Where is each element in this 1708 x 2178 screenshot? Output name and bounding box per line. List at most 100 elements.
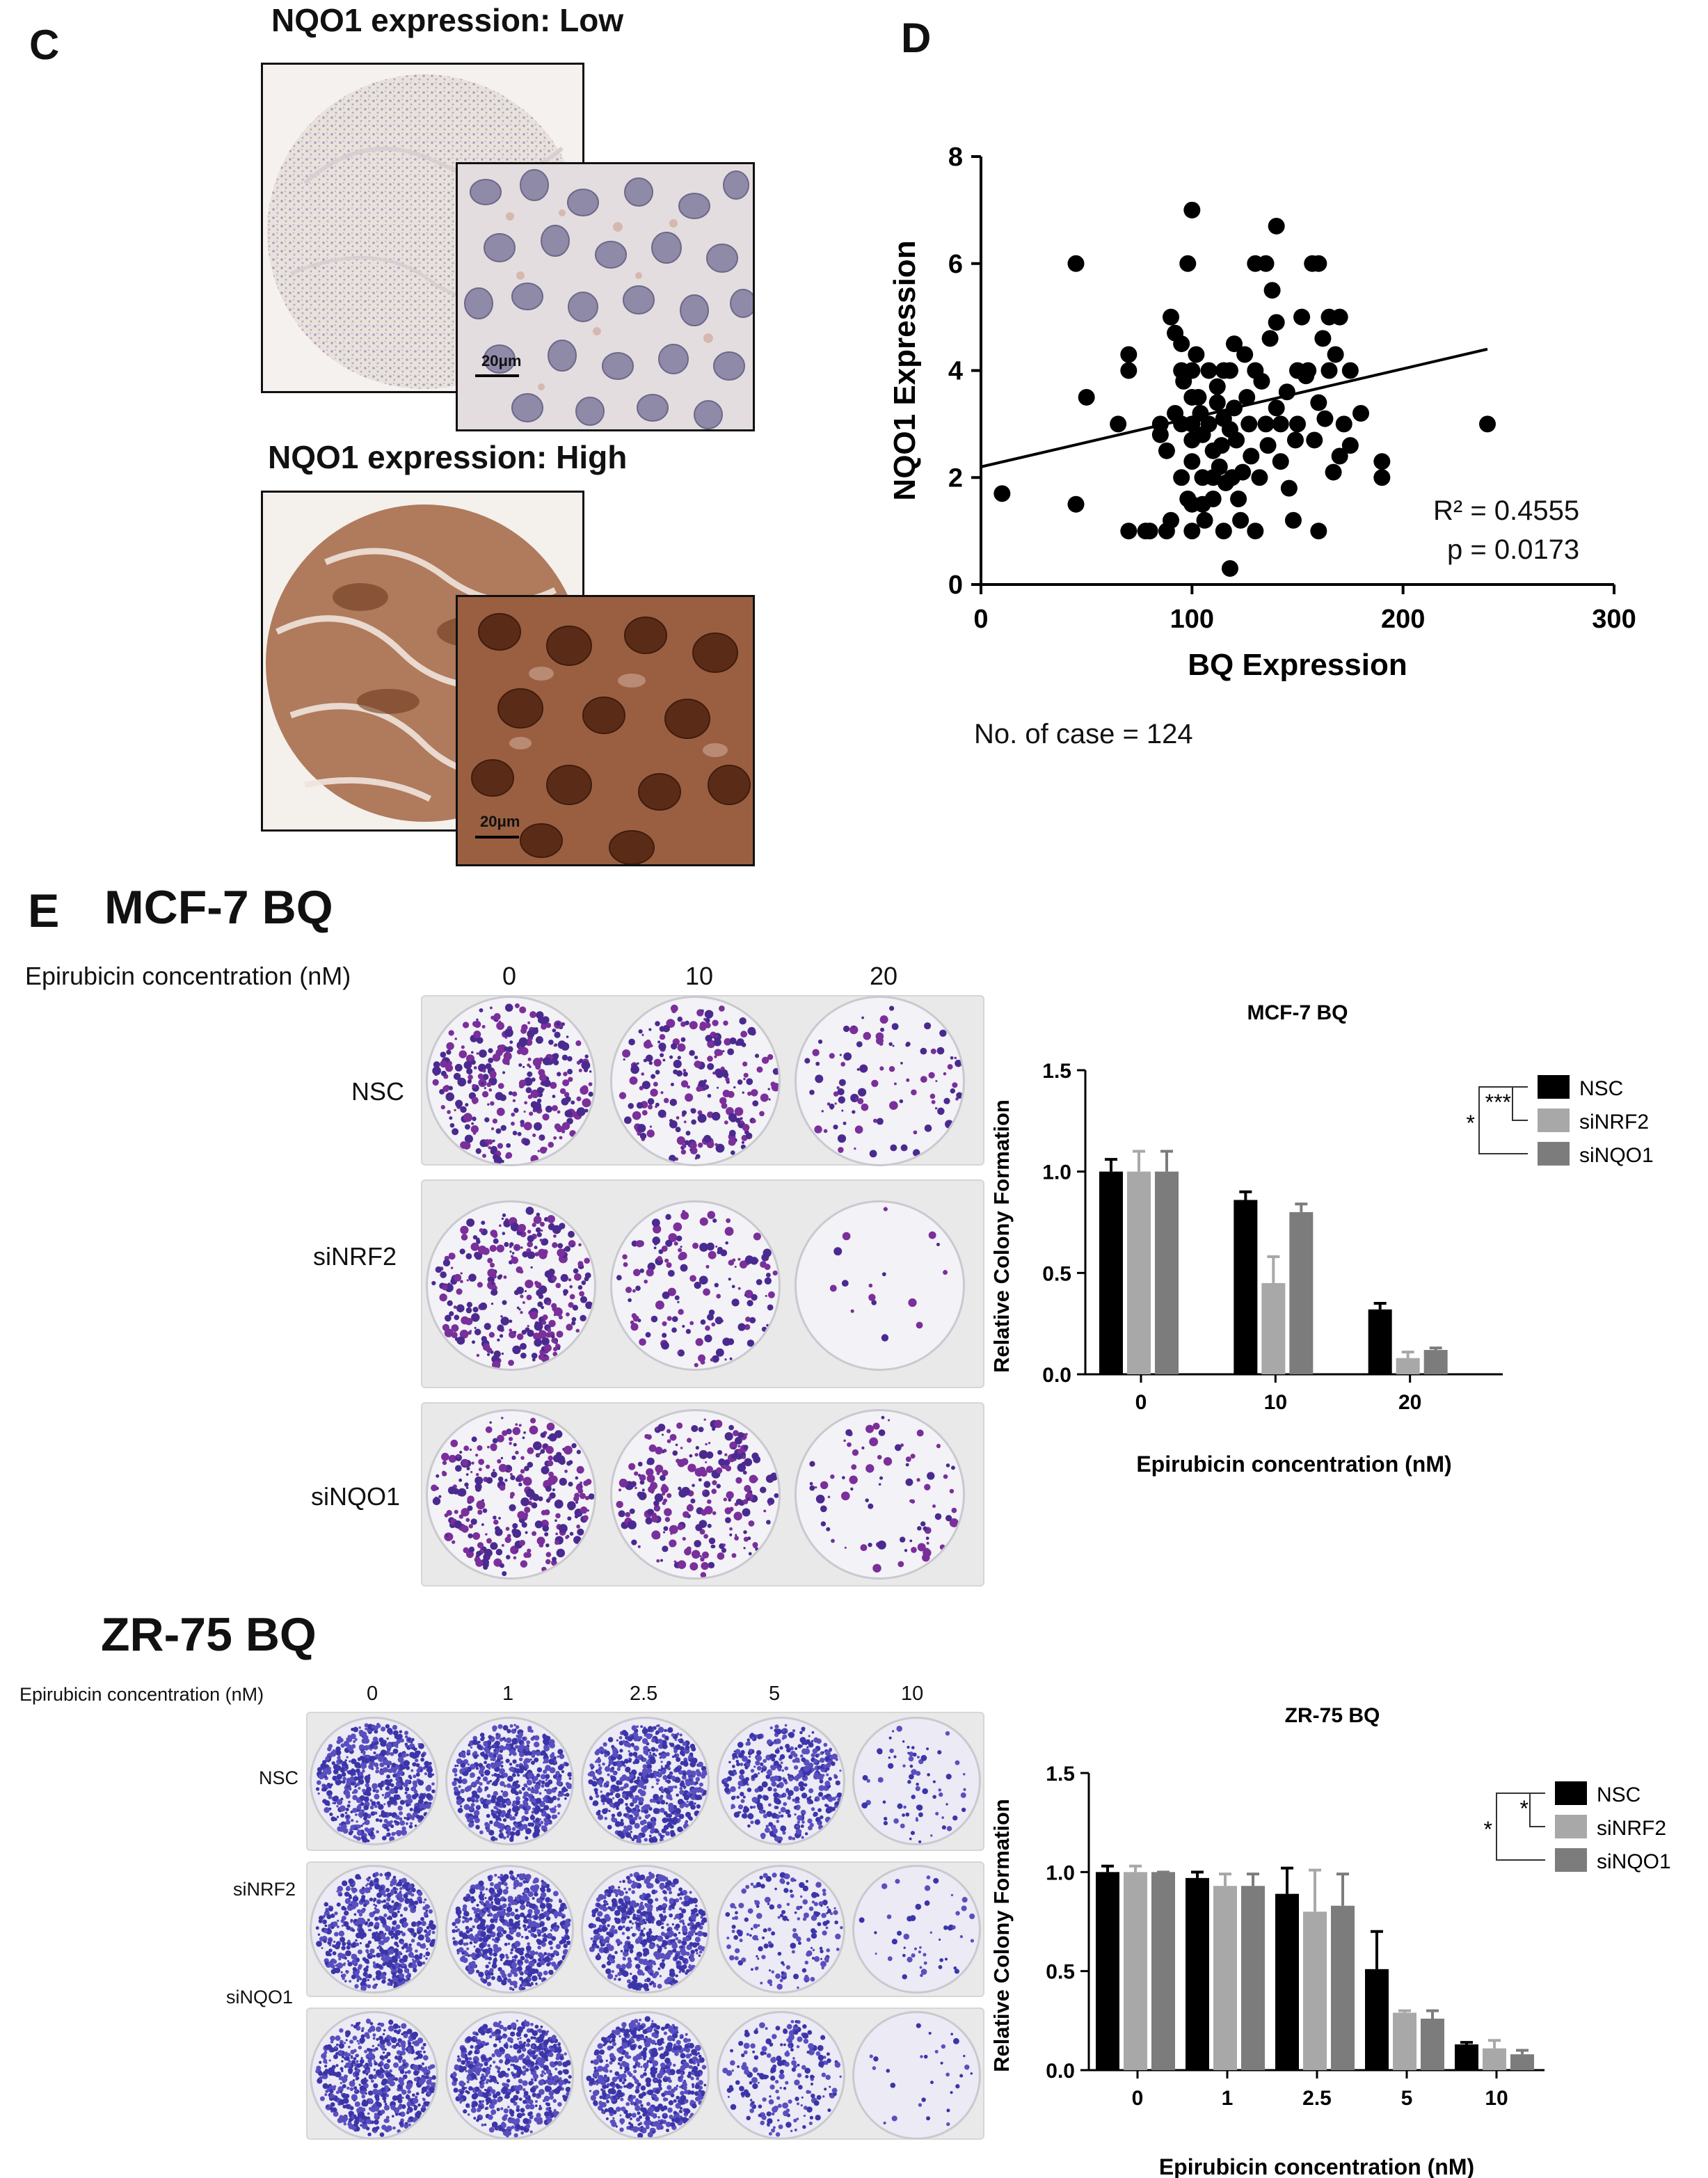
zr75-conc-5: 5 <box>769 1683 781 1705</box>
zr75-colony-well <box>717 1717 845 1845</box>
zr75-colony-well <box>445 1865 574 1994</box>
mcf7-x-tick-label: 20 <box>1398 1391 1421 1414</box>
scatter-point <box>1167 405 1184 422</box>
scatter-y-tick-label: 4 <box>948 357 963 386</box>
mcf7-sig-inner: *** <box>1485 1090 1511 1115</box>
zr75-row-sinqo1: siNQO1 <box>226 1987 294 2008</box>
zr75-bar <box>1331 1905 1355 2070</box>
zr75-bar <box>1421 2018 1444 2070</box>
mcf7-legend-swatch <box>1538 1108 1570 1132</box>
scatter-plot: 0 100 200 300 0 2 4 6 8 BQ Expression NQO1 Express… <box>888 143 1636 682</box>
mcf7-bar <box>1423 1350 1448 1374</box>
scatter-point <box>1217 474 1234 491</box>
case-count-label: No. of case = 124 <box>974 719 1193 749</box>
zr75-colony-well <box>445 2011 574 2140</box>
scatter-point <box>1238 388 1256 406</box>
scatter-point <box>1272 453 1289 470</box>
zr75-bar <box>1275 1893 1299 2070</box>
scatter-point <box>1208 394 1226 411</box>
scatter-point <box>1211 458 1228 475</box>
zr75-row-nsc: NSC <box>259 1767 299 1788</box>
scale-bar-label-high: 20μm <box>480 813 520 830</box>
panel-letter-c: C <box>29 22 60 68</box>
mcf7-y-tick-label: 0.5 <box>1042 1262 1071 1285</box>
zr75-bar <box>1213 1886 1237 2070</box>
scatter-point <box>1173 469 1190 486</box>
zr75-chart-title: ZR-75 BQ <box>1285 1704 1380 1727</box>
zr75-conc-2-5: 2.5 <box>630 1683 658 1705</box>
zr75-y-tick-label: 1.0 <box>1046 1861 1075 1884</box>
zr75-conc-10: 10 <box>901 1683 924 1705</box>
scatter-point <box>1078 388 1095 406</box>
scatter-point <box>1158 442 1175 459</box>
scatter-point <box>1325 463 1342 481</box>
scatter-point <box>1215 523 1232 540</box>
mcf7-conc-10: 10 <box>685 962 714 990</box>
scatter-point <box>1163 308 1179 326</box>
scatter-y-tick-label: 2 <box>948 463 963 493</box>
mcf7-colony-well <box>610 1409 781 1580</box>
zr75-x-tick-label: 5 <box>1401 2087 1413 2110</box>
zr75-legend-swatch <box>1555 1781 1587 1805</box>
mcf7-row-sinrf2: siNRF2 <box>313 1242 397 1271</box>
mcf7-legend-label: NSC <box>1579 1077 1623 1100</box>
zr75-bar <box>1455 2044 1478 2070</box>
scatter-y-tick-label: 8 <box>948 143 963 172</box>
scatter-point <box>1259 437 1277 454</box>
scatter-point <box>1221 362 1238 379</box>
ihc-low-zoom-image: 20μm <box>456 162 755 431</box>
scatter-point <box>1179 255 1197 272</box>
scatter-point <box>1151 415 1169 433</box>
scatter-point <box>1251 469 1268 486</box>
mcf7-bar <box>1396 1358 1420 1374</box>
zr75-colony-well <box>852 1865 981 1994</box>
scatter-point <box>1200 362 1218 379</box>
scatter-point <box>1240 415 1258 433</box>
scatter-y-axis-label: NQO1 Expression <box>888 240 922 500</box>
zr75-colony-well <box>852 2011 981 2140</box>
scatter-point <box>1272 415 1289 433</box>
scatter-point <box>1232 511 1250 529</box>
mcf7-conc-label: Epirubicin concentration (nM) <box>25 962 351 990</box>
scatter-x-tick-label: 100 <box>1170 605 1214 634</box>
scatter-point <box>1236 346 1254 363</box>
mcf7-section-title: MCF-7 BQ <box>104 881 333 934</box>
mcf7-bar <box>1234 1200 1258 1374</box>
zr75-colony-well <box>852 1717 981 1845</box>
scatter-point <box>1173 335 1190 353</box>
scatter-point <box>1331 308 1348 326</box>
zr75-bar <box>1510 2054 1534 2070</box>
scatter-point <box>1278 383 1295 401</box>
mcf7-y-axis-label: Relative Colony Formation <box>989 1099 1014 1373</box>
scatter-x-tick-label: 200 <box>1381 605 1425 634</box>
panel-letter-e: E <box>28 884 60 937</box>
mcf7-colony-well <box>795 1409 965 1580</box>
mcf7-chart-title: MCF-7 BQ <box>1247 1001 1348 1024</box>
scatter-y-tick-label: 0 <box>948 571 963 600</box>
scatter-x-axis-label: BQ Expression <box>1188 648 1407 682</box>
mcf7-legend-swatch <box>1538 1075 1570 1099</box>
mcf7-conc-20: 20 <box>870 962 898 990</box>
mcf7-legend-label: siNRF2 <box>1579 1111 1649 1134</box>
zr75-colony-well <box>445 1717 574 1845</box>
scatter-point <box>1213 437 1230 454</box>
scatter-point <box>1179 491 1197 507</box>
scatter-point <box>1373 453 1391 470</box>
mcf7-sig-bracket-inner <box>1512 1086 1528 1121</box>
scatter-point <box>1120 346 1138 363</box>
scatter-point <box>1286 431 1304 449</box>
zr75-colony-well <box>310 2011 438 2140</box>
scatter-point <box>1194 495 1211 513</box>
scatter-point <box>993 485 1011 502</box>
scatter-point <box>1120 523 1138 540</box>
mcf7-y-tick-label: 1.5 <box>1042 1060 1071 1083</box>
mcf7-legend-label: siNQO1 <box>1579 1144 1654 1167</box>
scale-bar-label-low: 20μm <box>481 352 522 369</box>
mcf7-row-sinqo1: siNQO1 <box>311 1482 401 1511</box>
zr75-bar <box>1124 1872 1147 2070</box>
scatter-point <box>1327 346 1344 363</box>
scatter-point <box>1268 399 1285 417</box>
scatter-point <box>1067 255 1085 272</box>
p-value-label: p = 0.0173 <box>1447 534 1580 565</box>
zr75-legend-label: NSC <box>1597 1783 1641 1806</box>
